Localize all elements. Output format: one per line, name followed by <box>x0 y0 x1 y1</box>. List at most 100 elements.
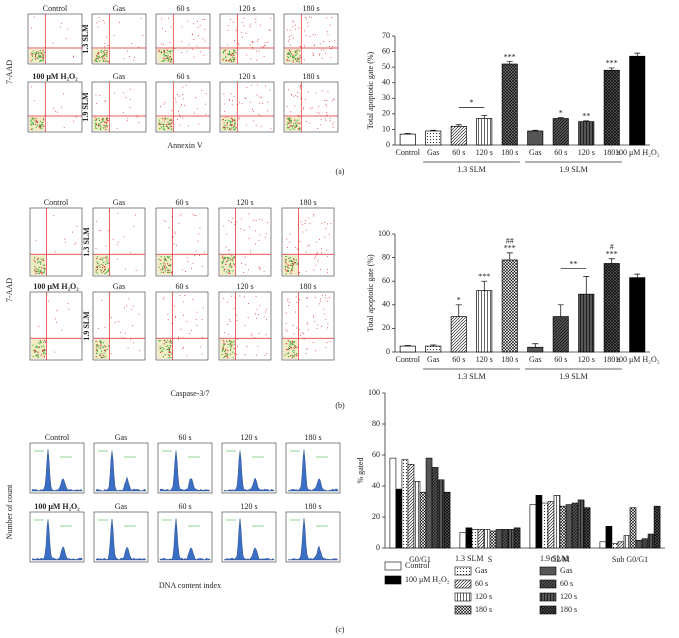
panel-header: 120 s <box>240 433 257 442</box>
legend-swatch <box>454 566 472 576</box>
bar <box>477 529 485 549</box>
annotation: *** <box>504 244 516 253</box>
y-tick-label: 20 <box>382 109 390 118</box>
bar <box>495 529 503 549</box>
bar <box>653 505 661 549</box>
flow-plot <box>218 207 272 277</box>
bar <box>465 527 473 549</box>
flow-plot <box>29 291 83 361</box>
bar <box>541 502 549 549</box>
x-tick-label: Gas <box>427 355 439 364</box>
error-bar <box>557 304 564 317</box>
panel-header: 180 s <box>299 282 316 291</box>
y-tick-label: 40 <box>382 78 390 87</box>
flow-plot <box>155 291 209 361</box>
x-tick-label: 100 μM H₂O₂ <box>615 355 660 364</box>
x-axis-label: Caspase-3/7 <box>170 389 209 398</box>
bar <box>611 543 619 549</box>
bar <box>483 529 491 549</box>
x-tick-label: 100 μM H₂O₂ <box>615 148 660 157</box>
error-bar <box>481 115 488 119</box>
group-label: 1.9 SLM <box>559 372 587 381</box>
y-axis-label: Total apoptotic gate (%) <box>366 254 375 332</box>
legend-swatch <box>454 592 472 602</box>
y-tick-label: 60 <box>382 276 390 285</box>
bar <box>501 259 518 353</box>
bar <box>605 525 613 549</box>
y-axis-label: % gated <box>356 458 365 484</box>
error-bar <box>455 304 462 317</box>
y-tick-label: 0 <box>386 140 390 149</box>
panel-header: 60 s <box>178 502 191 511</box>
bar <box>553 494 561 549</box>
bar <box>419 491 427 549</box>
flow-plot <box>285 442 341 494</box>
flow-plot <box>93 442 149 494</box>
panel-header: Gas <box>113 198 125 207</box>
legend-swatch <box>539 592 557 602</box>
flow-plot <box>27 81 83 133</box>
flow-plot <box>281 207 335 277</box>
y-axis-label: Number of count <box>5 484 14 539</box>
y-tick-label: 20 <box>382 323 390 332</box>
legend-swatch <box>384 575 402 585</box>
panel-header: 120 s <box>236 282 253 291</box>
flow-plot <box>281 291 335 361</box>
panel-header: 100 μM H₂O₂ <box>33 282 79 291</box>
bar <box>629 507 637 549</box>
panel-header: Gas <box>113 282 125 291</box>
y-tick-label: 0 <box>376 543 380 552</box>
error-bar <box>583 276 590 295</box>
legend-label: 100 μM H₂O₂ <box>405 575 450 584</box>
annotation: *** <box>606 59 618 68</box>
bar <box>603 69 620 146</box>
y-tick-label: 50 <box>382 62 390 71</box>
x-tick-label: Control <box>396 148 421 157</box>
bar <box>623 535 631 549</box>
bar <box>437 479 445 549</box>
y-tick-label: 30 <box>382 93 390 102</box>
bar <box>527 346 544 353</box>
flow-plot <box>155 81 211 133</box>
x-tick-label: 180 s <box>501 355 518 364</box>
bar <box>603 263 620 353</box>
panel-header: 180 s <box>304 502 321 511</box>
bar <box>476 290 493 353</box>
legend-swatch <box>539 605 557 615</box>
panel-header: 100 μM H₂O₂ <box>32 72 78 81</box>
x-tick-label: Gas <box>427 148 439 157</box>
row-label: 1.9 SLM <box>82 311 91 341</box>
flow-plot <box>157 511 213 563</box>
bar <box>578 121 595 146</box>
flow-plot <box>218 291 272 361</box>
bar <box>413 481 421 549</box>
legend-label: Gas <box>475 566 487 575</box>
bar <box>399 345 416 353</box>
x-tick-label: 120 s <box>578 355 595 364</box>
y-tick-label: 100 <box>368 388 380 397</box>
panel-header: 180 s <box>304 433 321 442</box>
error-bar <box>455 124 462 127</box>
y-tick-label: 60 <box>372 450 380 459</box>
y-tick-label: 10 <box>382 124 390 133</box>
flow-plot <box>29 442 85 494</box>
x-tick-label: G0/G1 <box>409 555 431 564</box>
x-tick-label: 60 s <box>452 148 465 157</box>
panel-header: Gas <box>113 4 125 13</box>
error-bar <box>532 129 539 131</box>
annotation: ** <box>582 112 590 121</box>
flow-plot <box>29 511 85 563</box>
flow-plot <box>157 442 213 494</box>
panel-header: Control <box>44 198 69 207</box>
error-bar <box>404 132 411 135</box>
panel-header: 60 s <box>176 72 189 81</box>
y-tick-label: 40 <box>372 481 380 490</box>
bar <box>401 459 409 549</box>
flow-plot <box>283 13 339 65</box>
panel-header: 60 s <box>175 198 188 207</box>
error-bar <box>532 343 539 348</box>
bar <box>529 504 537 549</box>
bar <box>641 538 649 549</box>
bar <box>552 316 569 353</box>
flow-plot <box>221 511 277 563</box>
